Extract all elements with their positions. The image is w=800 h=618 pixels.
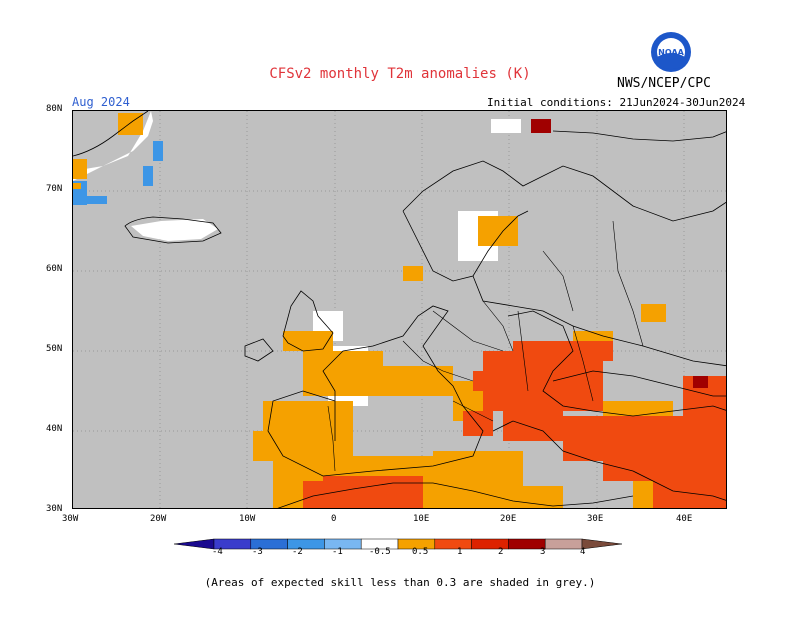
lon-label: 40E xyxy=(676,514,693,524)
chart-title: CFSv2 monthly T2m anomalies (K) xyxy=(269,66,531,82)
target-month: Aug 2024 xyxy=(72,95,130,109)
lat-label: 80N xyxy=(46,104,63,114)
colorbar-arrow-left xyxy=(173,538,215,550)
lon-label: 20E xyxy=(500,514,517,524)
anomaly-map xyxy=(72,110,727,509)
lon-label: 30E xyxy=(587,514,604,524)
country-borders xyxy=(327,220,644,472)
initial-conditions: Initial conditions: 21Jun2024-30Jun2024 xyxy=(487,96,746,109)
colorbar-label: -4 xyxy=(212,547,223,557)
colorbar-label: 3 xyxy=(540,547,546,557)
colorbar xyxy=(173,535,626,554)
lon-label: 30W xyxy=(62,514,79,524)
noaa-logo: NOAA xyxy=(650,31,692,73)
lat-label: 40N xyxy=(46,424,63,434)
colorbar-label: -0.5 xyxy=(369,547,391,557)
colorbar-segment xyxy=(544,538,583,550)
colorbar-label: 1 xyxy=(457,547,463,557)
skill-note: (Areas of expected skill less than 0.3 a… xyxy=(204,576,596,589)
colorbar-label: -2 xyxy=(292,547,303,557)
lon-label: 10W xyxy=(239,514,256,524)
colorbar-label: -1 xyxy=(332,547,343,557)
lat-label: 60N xyxy=(46,264,63,274)
colorbar-arrow-right xyxy=(581,538,623,550)
lat-label: 70N xyxy=(46,184,63,194)
colorbar-label: 4 xyxy=(580,547,586,557)
colorbar-label: 2 xyxy=(498,547,504,557)
lat-label: 30N xyxy=(46,504,63,514)
colorbar-segment xyxy=(434,538,472,550)
lon-label: 10E xyxy=(413,514,430,524)
colorbar-label: 0.5 xyxy=(412,547,429,557)
logo-text: NOAA xyxy=(658,48,684,57)
extreme-warm-anomaly-regions xyxy=(531,119,708,388)
lon-label: 20W xyxy=(150,514,167,524)
lon-label: 0 xyxy=(331,514,337,524)
agency-label: NWS/NCEP/CPC xyxy=(617,76,711,91)
strong-warm-anomaly-regions xyxy=(303,341,726,508)
colorbar-label: -3 xyxy=(252,547,263,557)
lat-label: 50N xyxy=(46,344,63,354)
